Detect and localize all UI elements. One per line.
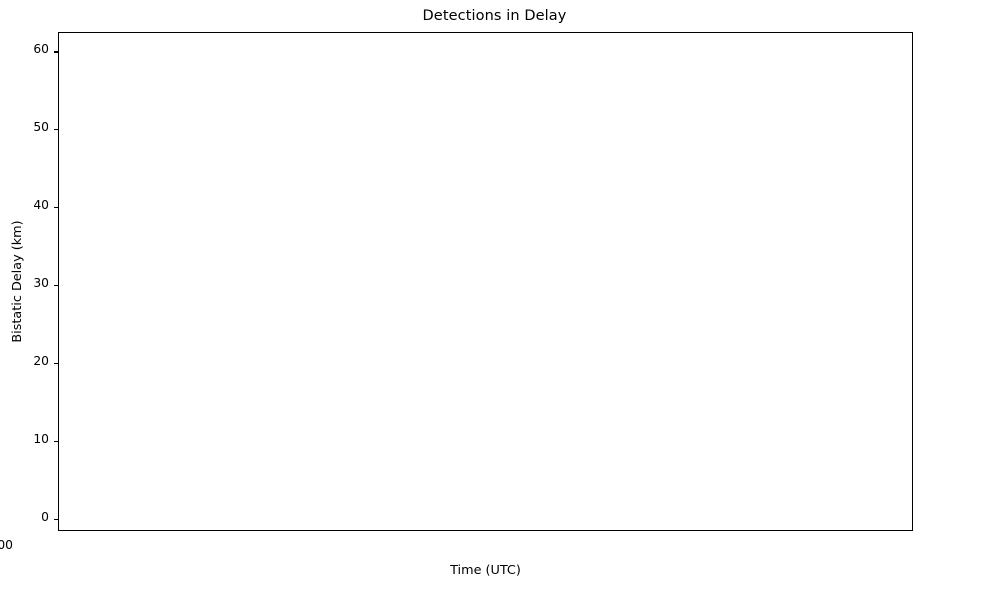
y-tick-label: 0 — [41, 509, 49, 524]
y-axis: 0 10 20 30 40 50 60 — [0, 32, 58, 531]
y-tick-mark — [54, 440, 58, 442]
chart-title: Detections in Delay — [422, 8, 567, 24]
scatter-points — [59, 33, 912, 530]
y-tick-label: 30 — [33, 276, 49, 290]
y-tick-label: 60 — [33, 42, 49, 57]
y-axis-label: Bistatic Delay (km) — [10, 220, 25, 343]
plot-area — [58, 32, 913, 531]
x-axis: 2026-03-14 07:22:002026-03-14 07:23:0020… — [0, 531, 913, 571]
y-tick-mark — [54, 51, 58, 53]
x-tick-label: 2026-03-14 07:27:00 — [0, 538, 13, 552]
y-tick-mark — [54, 129, 58, 131]
y-tick-mark — [54, 518, 58, 520]
y-tick-label: 10 — [33, 431, 49, 446]
y-tick-mark — [54, 207, 58, 209]
y-tick-mark — [54, 285, 58, 287]
y-tick-mark — [54, 362, 58, 364]
x-axis-label: Time (UTC) — [450, 563, 521, 578]
y-tick-label: 40 — [33, 198, 49, 213]
y-tick-label: 20 — [33, 353, 49, 368]
y-tick-label: 50 — [33, 120, 49, 135]
